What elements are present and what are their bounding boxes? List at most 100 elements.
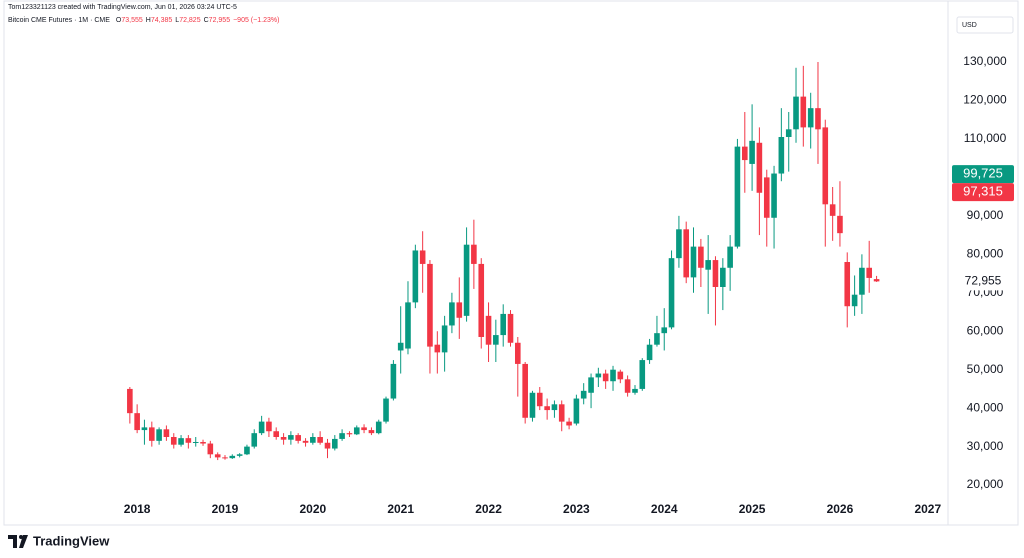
candle-body (141, 427, 148, 431)
legend-key: O (116, 17, 122, 24)
legend-key: C (204, 17, 209, 24)
candle-body (837, 215, 843, 234)
currency: USD (962, 22, 977, 29)
candle-body (580, 390, 587, 399)
legend-value: 74,385 (151, 17, 173, 24)
x-tick-label: 2023 (563, 502, 590, 516)
candle-body (471, 244, 477, 264)
candle-body (310, 437, 316, 443)
candle-body (434, 344, 441, 353)
legend-value: 73,555 (121, 17, 143, 24)
candle-body (507, 313, 514, 343)
chart-frame (3, 0, 1019, 526)
candle-body (251, 433, 258, 447)
candle-body (346, 433, 353, 435)
candle-body (866, 267, 872, 278)
candle-body (441, 325, 448, 353)
candle-body (873, 279, 880, 282)
candle-body (375, 421, 382, 434)
candle-body (683, 229, 690, 278)
candle-body (214, 454, 221, 458)
currency-box[interactable] (956, 16, 1014, 34)
candle-body (800, 96, 807, 128)
x-tick-label: 2019 (212, 502, 239, 516)
candle-body (390, 363, 397, 399)
candle-body (544, 406, 550, 411)
candle-body (456, 302, 463, 318)
candle-body (829, 204, 836, 216)
legend-value: 72,955 (209, 17, 231, 24)
legend-key: L (175, 17, 179, 24)
candle-body (646, 344, 653, 361)
brand-logo[interactable]: TradingView (8, 533, 110, 548)
candle-body (258, 421, 265, 434)
candle-body (288, 435, 294, 440)
candle-body (851, 294, 858, 307)
candle-body (727, 246, 733, 268)
candle-body (661, 327, 668, 334)
candle-body (793, 96, 799, 130)
candle-body (368, 430, 375, 434)
candle-body (207, 443, 214, 455)
y-tick-label: 130,000 (963, 54, 1007, 68)
candle-body (778, 137, 785, 174)
candle-body (617, 371, 624, 380)
x-tick-label: 2024 (651, 502, 678, 516)
candle-body (522, 363, 528, 418)
candle-body (844, 262, 851, 307)
logo-dot (19, 535, 23, 539)
candle-body (734, 146, 741, 247)
candle-body (383, 398, 389, 422)
price-label-bg (952, 183, 1014, 202)
x-tick-label: 2020 (299, 502, 326, 516)
candle-body (602, 373, 609, 382)
price-label-bg (952, 272, 1014, 291)
candle-body (427, 263, 433, 347)
candle-body (419, 250, 426, 264)
x-tick-label: 2021 (387, 502, 414, 516)
symbol-title: Bitcoin CME Futures · 1M · CME (8, 17, 110, 24)
y-tick-label: 30,000 (967, 439, 1004, 453)
y-tick-label: 90,000 (967, 208, 1004, 222)
candle-body (654, 333, 660, 345)
candle-body (295, 435, 301, 441)
candle-body (192, 442, 199, 443)
candle-body (720, 267, 726, 287)
y-tick-label: 50,000 (967, 362, 1004, 376)
candle-body (690, 246, 697, 278)
candle-body (514, 342, 521, 364)
candle-body (463, 244, 470, 316)
candle-body (200, 442, 206, 444)
candle-body (749, 140, 755, 164)
candle-body (815, 108, 821, 130)
candle-body (632, 388, 638, 393)
candle-body (273, 431, 280, 437)
legend-key: H (146, 17, 151, 24)
candle-body (229, 455, 236, 459)
candle-body (332, 438, 338, 449)
candle-body (449, 302, 455, 326)
candle-body (588, 377, 594, 393)
candle-body (763, 177, 770, 218)
candle-body (822, 127, 829, 205)
candle-body (698, 246, 704, 268)
candle-body (178, 438, 184, 445)
candle-body (676, 229, 682, 259)
candle-body (244, 446, 250, 455)
y-tick-label: 40,000 (967, 400, 1004, 414)
watermark: Tom123321123 created with TradingView.co… (8, 4, 237, 11)
y-tick-label: 110,000 (964, 131, 1007, 145)
candle-body (397, 342, 404, 351)
candle-body (339, 433, 345, 439)
candle-body (624, 379, 631, 393)
candle-body (558, 404, 565, 422)
candle-body (668, 258, 675, 328)
x-tick-label: 2025 (739, 502, 766, 516)
candle-body (859, 267, 865, 295)
candle-body (771, 173, 777, 218)
brand-name: TradingView (33, 533, 110, 548)
candles (127, 62, 880, 461)
candle-body (639, 360, 646, 389)
candle-body (536, 392, 543, 407)
